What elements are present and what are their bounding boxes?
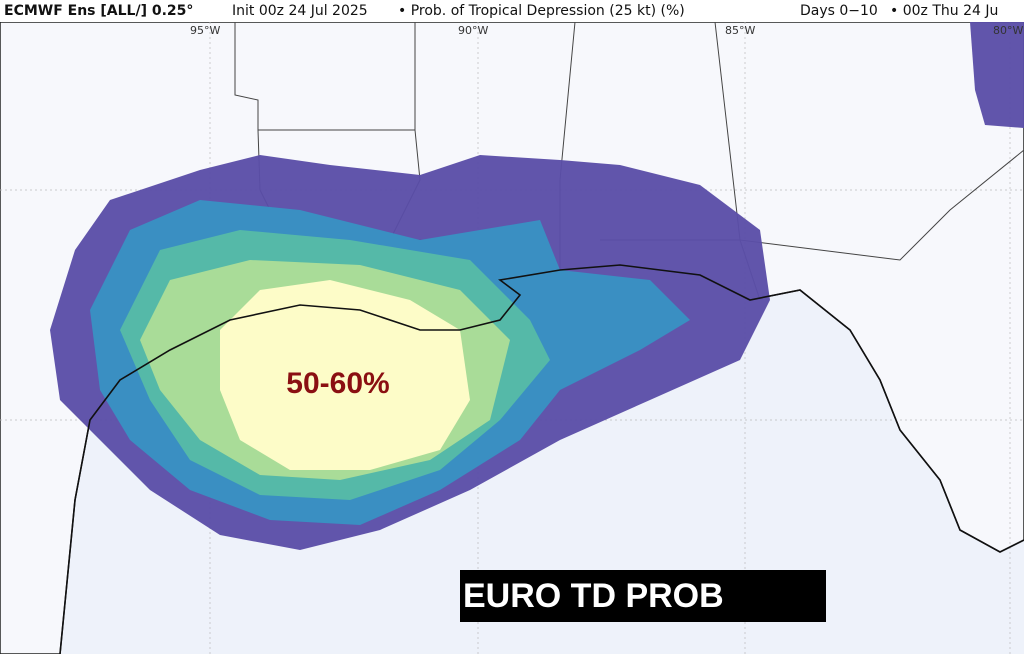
- product-title: • Prob. of Tropical Depression (25 kt) (…: [398, 3, 685, 19]
- valid-time: • 00z Thu 24 Ju: [890, 3, 998, 19]
- model-title: ECMWF Ens [ALL/] 0.25°: [4, 3, 193, 19]
- peak-annotation: 50-60%: [286, 367, 389, 400]
- header-bar: [0, 0, 1024, 22]
- coastline: [59, 264, 1024, 654]
- init-time: Init 00z 24 Jul 2025: [232, 3, 368, 19]
- label-text: EURO TD PROB: [463, 577, 724, 615]
- longitude-label: 90°W: [458, 24, 488, 37]
- longitude-label: 85°W: [725, 24, 755, 37]
- period: Days 0−10: [800, 3, 878, 19]
- longitude-label: 95°W: [190, 24, 220, 37]
- label-box: [460, 570, 826, 622]
- probability-fill: [50, 22, 1024, 550]
- longitude-label: 80°W: [993, 24, 1023, 37]
